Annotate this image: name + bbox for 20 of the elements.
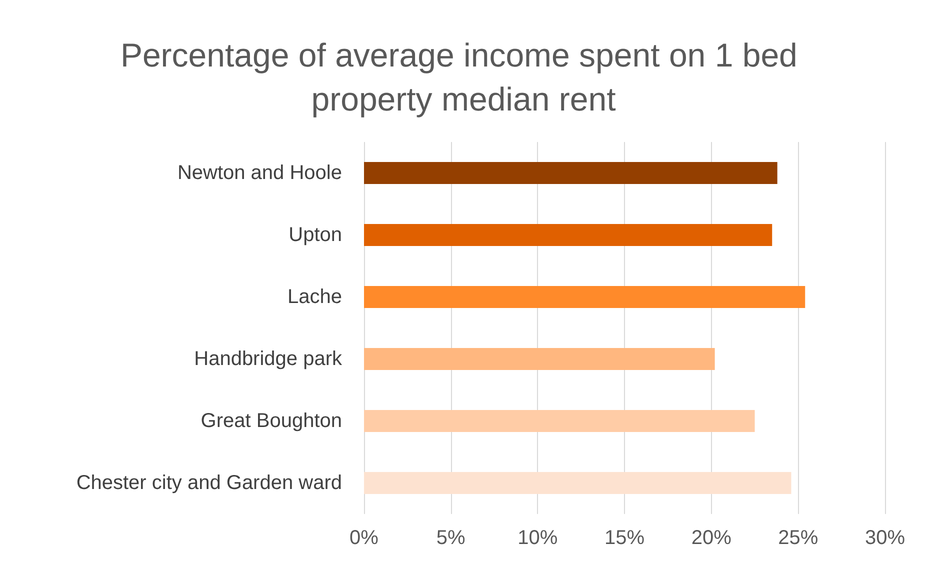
y-tick-label: Great Boughton — [200, 410, 342, 432]
y-tick-label: Chester city and Garden ward — [76, 472, 342, 494]
x-tick-label: 10% — [518, 527, 558, 549]
y-tick-label: Upton — [288, 224, 342, 246]
y-tick-label: Handbridge park — [194, 348, 343, 370]
bar — [364, 162, 778, 184]
x-tick-label: 15% — [604, 527, 645, 549]
x-tick-label: 5% — [436, 527, 466, 549]
y-tick-label: Newton and Hoole — [177, 162, 342, 184]
bar — [364, 348, 715, 370]
chart-title: Percentage of average income spent on 1 bed property median rent — [120, 36, 807, 118]
x-tick-label: 0% — [350, 527, 379, 549]
x-tick-label: 25% — [778, 527, 818, 549]
bar — [364, 224, 772, 246]
bar — [364, 286, 806, 308]
bar — [364, 410, 755, 432]
x-tick-label: 30% — [864, 527, 906, 549]
bar — [364, 472, 792, 494]
y-tick-label: Lache — [288, 286, 342, 308]
x-tick-label: 20% — [691, 527, 732, 549]
